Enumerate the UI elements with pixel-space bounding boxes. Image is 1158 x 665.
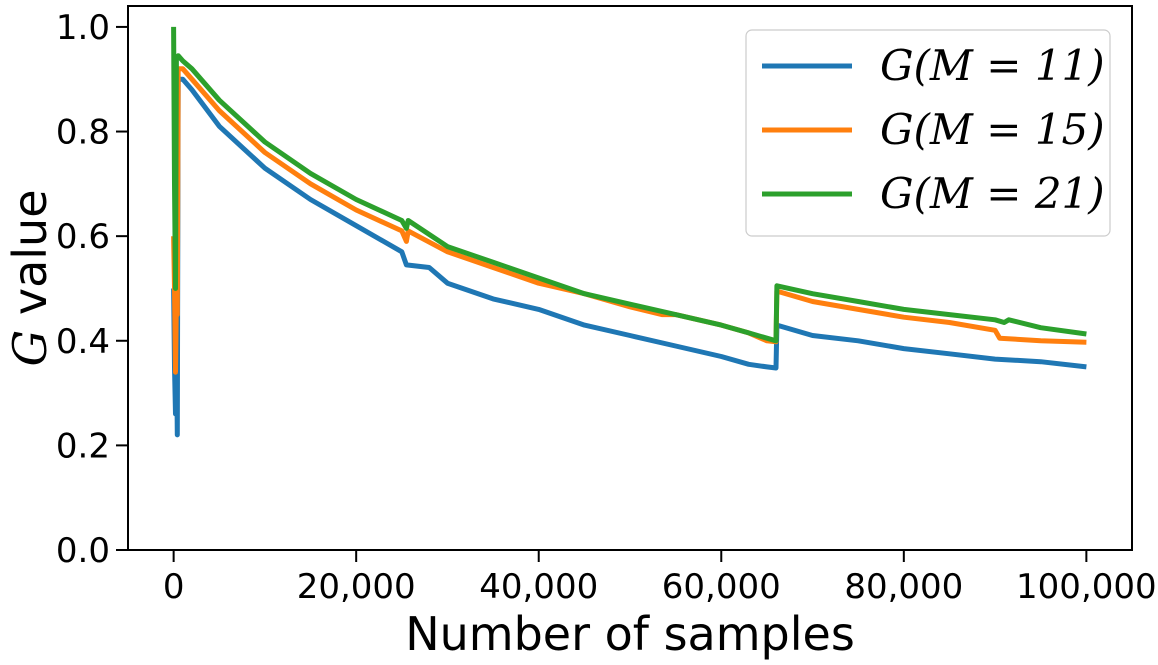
plot-frame <box>127 5 1133 551</box>
series-line-2 <box>171 66 1087 375</box>
series-layer <box>171 26 1087 438</box>
y-axis-title-symbol: G <box>3 330 57 367</box>
x-tick-label: 60,000 <box>662 567 781 607</box>
x-tick-label: 100,000 <box>1016 567 1157 607</box>
y-axis-title-suffix: value <box>3 189 57 329</box>
x-tick-label: 20,000 <box>297 567 416 607</box>
x-tick-label: 80,000 <box>844 567 963 607</box>
plot-area <box>127 5 1133 551</box>
y-axis: 0.0 0.2 0.4 0.6 0.8 1.0 <box>56 8 128 571</box>
legend-label-3: G(M = 21) <box>880 169 1105 218</box>
y-tick-label: 0.4 <box>56 322 110 362</box>
legend-label-2: G(M = 15) <box>880 105 1105 154</box>
y-tick-label: 0.6 <box>56 217 110 257</box>
series-line-3 <box>171 26 1087 344</box>
y-tick-label: 1.0 <box>56 8 110 48</box>
y-tick-label: 0.2 <box>56 426 110 466</box>
y-axis-title: G value <box>3 189 57 366</box>
legend-label-1: G(M = 11) <box>880 41 1105 90</box>
legend: G(M = 11) G(M = 15) G(M = 21) <box>745 29 1111 237</box>
x-axis-title: Number of samples <box>405 607 855 661</box>
x-tick-label: 0 <box>163 567 185 607</box>
legend-frame <box>745 29 1111 237</box>
x-axis: 0 20,000 40,000 60,000 80,000 100,000 <box>163 550 1157 607</box>
y-tick-label: 0.8 <box>56 113 110 153</box>
x-tick-label: 40,000 <box>479 567 598 607</box>
y-tick-label: 0.0 <box>56 531 110 571</box>
